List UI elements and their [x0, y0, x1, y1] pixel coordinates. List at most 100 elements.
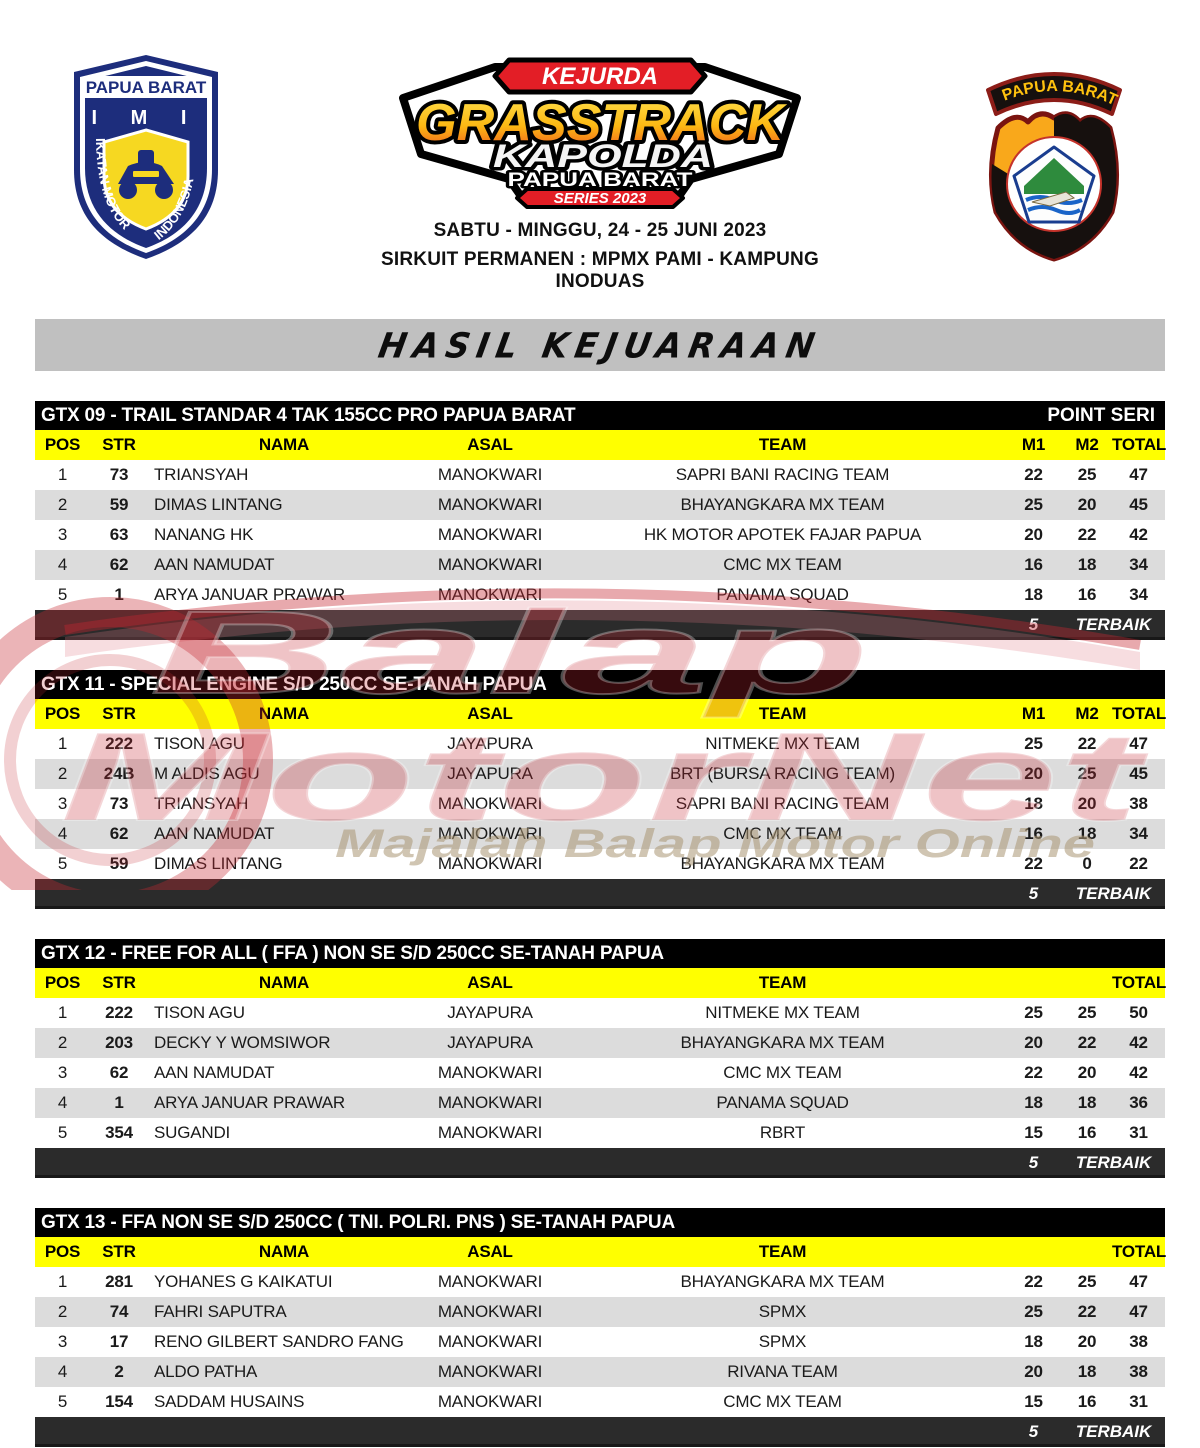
cell: 0 [1082, 854, 1092, 873]
col-str: STR [90, 968, 148, 998]
cell: 4 [57, 824, 68, 843]
cell: 2 [114, 1362, 124, 1381]
cell: TRIANSYAH [154, 465, 249, 484]
cell: PANAMA SQUAD [716, 1093, 849, 1112]
cell: 3 [57, 1063, 68, 1082]
cell: SAPRI BANI RACING TEAM [675, 465, 890, 484]
section-footer-bar: 5 TERBAIK [35, 610, 1165, 640]
cell: 154 [105, 1392, 133, 1411]
cell: 22 [1077, 1302, 1097, 1321]
results-table: POS STR NAMA ASAL TEAM TOTAL 1 281 YOHANES… [35, 1237, 1166, 1417]
section-title-bar: GTX 09 - TRAIL STANDAR 4 TAK 155CC PRO P… [35, 401, 1165, 430]
col-m2 [1062, 968, 1112, 998]
cell: 18 [1077, 824, 1097, 843]
cell: MANOKWARI [437, 1272, 543, 1291]
page-title-bar: HASIL KEJUARAAN [35, 319, 1165, 371]
cell: SUGANDI [154, 1123, 231, 1142]
cell: SAPRI BANI RACING TEAM [675, 794, 890, 813]
cell: SADDAM HUSAINS [154, 1392, 305, 1411]
section-title-bar: GTX 12 - FREE FOR ALL ( FFA ) NON SE S/D… [35, 939, 1165, 968]
section-title: GTX 12 - FREE FOR ALL ( FFA ) NON SE S/D… [41, 943, 664, 964]
cell: 15 [1024, 1392, 1043, 1411]
cell: 31 [1129, 1392, 1148, 1411]
cell: 1 [57, 1003, 68, 1022]
cell: BHAYANGKARA MX TEAM [680, 1033, 885, 1052]
section-gtx11: GTX 11 - SPECIAL ENGINE S/D 250CC SE-TAN… [35, 670, 1166, 909]
cell: 17 [109, 1332, 129, 1351]
cell: YOHANES G KAIKATUI [154, 1272, 333, 1291]
results-table: POS STR NAMA ASAL TEAM TOTAL 1 222 TISON A… [35, 968, 1166, 1148]
cell: 16 [1077, 585, 1097, 604]
imi-region-text: PAPUA BARAT [86, 78, 207, 97]
cell: 62 [109, 1063, 129, 1082]
section-gtx12: GTX 12 - FREE FOR ALL ( FFA ) NON SE S/D… [35, 939, 1166, 1178]
cell: 18 [1077, 1093, 1097, 1112]
results-table: POS STR NAMA ASAL TEAM M1 M2 TOTAL 1 222 T… [35, 699, 1166, 879]
table-row: 2 59 DIMAS LINTANG MANOKWARI BHAYANGKARA MX … [35, 490, 1165, 520]
col-total: TOTAL [1112, 1237, 1166, 1267]
event-venue: SIRKUIT PERMANEN : MPMX PAMI - KAMPUNG I… [381, 249, 819, 292]
cell: ARYA JANUAR PRAWAR [154, 585, 345, 604]
column-header-row: POS STR NAMA ASAL TEAM TOTAL [35, 1237, 1166, 1267]
cell: 34 [1129, 555, 1148, 574]
cell: 22 [1077, 734, 1097, 753]
cell: 18 [1024, 794, 1043, 813]
cell: 25 [1077, 764, 1097, 783]
cell: 62 [109, 824, 129, 843]
cell: 59 [109, 495, 129, 514]
cell: AAN NAMUDAT [154, 1063, 275, 1082]
column-header-row: POS STR NAMA ASAL TEAM TOTAL [35, 968, 1166, 998]
cell: 25 [1024, 1003, 1043, 1022]
cell: BHAYANGKARA MX TEAM [680, 495, 885, 514]
cell: 4 [57, 555, 68, 574]
col-asal: ASAL [420, 699, 560, 729]
cell: 1 [57, 734, 68, 753]
cell: 50 [1129, 1003, 1148, 1022]
section-title: GTX 13 - FFA NON SE S/D 250CC ( TNI. POL… [41, 1212, 675, 1233]
cell: 22 [1077, 525, 1097, 544]
polda-badge-logo: PAPUA BARAT [986, 72, 1122, 262]
cell: 5 [57, 854, 68, 873]
cell: 31 [1129, 1123, 1148, 1142]
header-center: KEJURDA GRASSTRACK KAPOLDA PAPUA BARAT S… [370, 52, 830, 293]
cell: 16 [1024, 555, 1043, 574]
cell: 20 [1077, 1063, 1097, 1082]
page-header: PAPUA BARAT I M I IKATAN MOTOR INDONESIA [0, 0, 1200, 293]
cell: JAYAPURA [447, 1033, 533, 1052]
cell: 25 [1024, 495, 1043, 514]
cell: 1 [114, 1093, 124, 1112]
cell: 24B [103, 764, 135, 783]
cell: RENO GILBERT SANDRO FANG [154, 1332, 404, 1351]
cell: 3 [57, 794, 68, 813]
cell: RBRT [759, 1123, 806, 1142]
column-header-row: POS STR NAMA ASAL TEAM M1 M2 TOTAL [35, 430, 1166, 460]
cell: 63 [109, 525, 129, 544]
cell: 281 [105, 1272, 133, 1291]
cell: 18 [1024, 1093, 1043, 1112]
col-nama: NAMA [148, 1237, 420, 1267]
cell: SPMX [758, 1302, 807, 1321]
cell: FAHRI SAPUTRA [154, 1302, 287, 1321]
table-row: 1 281 YOHANES G KAIKATUI MANOKWARI BHAYANGKA… [35, 1267, 1165, 1297]
table-row: 4 62 AAN NAMUDAT MANOKWARI CMC MX TEAM 16 18 34 [35, 550, 1165, 580]
logo-grasstrack-text: GRASSTRACK [416, 94, 787, 152]
table-row: 4 62 AAN NAMUDAT MANOKWARI CMC MX TEAM 16 18 34 [35, 819, 1165, 849]
section-title-right: POINT SERI [1047, 405, 1155, 426]
cell: 36 [1129, 1093, 1148, 1112]
cell: 16 [1024, 824, 1043, 843]
col-str: STR [90, 430, 148, 460]
table-row: 2 24B M ALDIS AGU JAYAPURA BRT (BURSA RACING… [35, 759, 1165, 789]
cell: MANOKWARI [437, 1063, 543, 1082]
cell: ARYA JANUAR PRAWAR [154, 1093, 345, 1112]
cell: NITMEKE MX TEAM [705, 734, 860, 753]
cell: 1 [57, 465, 68, 484]
col-total: TOTAL [1112, 430, 1166, 460]
table-row: 1 222 TISON AGU JAYAPURA NITMEKE MX TEAM 25 25… [35, 998, 1165, 1028]
footer-label: TERBAIK [1075, 615, 1152, 634]
table-row: 5 1 ARYA JANUAR PRAWAR MANOKWARI PANAMA SQUA… [35, 580, 1165, 610]
cell: MANOKWARI [437, 1302, 543, 1321]
cell: BRT (BURSA RACING TEAM) [670, 764, 895, 783]
cell: 3 [57, 1332, 68, 1351]
cell: 18 [1024, 585, 1043, 604]
col-str: STR [90, 699, 148, 729]
